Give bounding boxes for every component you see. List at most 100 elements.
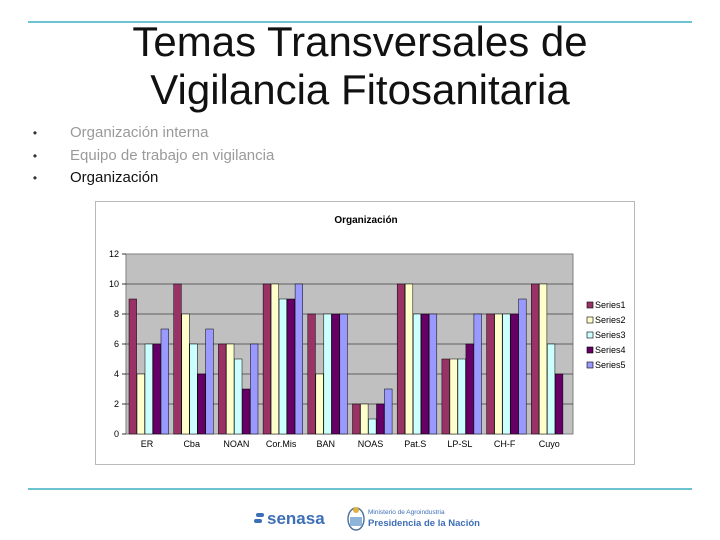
top-accent-rule xyxy=(28,21,692,23)
legend-swatch xyxy=(586,301,594,309)
legend-label: Series4 xyxy=(595,345,626,355)
senasa-logo-text: senasa xyxy=(267,509,325,528)
bar xyxy=(144,343,153,435)
bar xyxy=(368,418,377,435)
bar xyxy=(376,403,385,435)
bar xyxy=(384,388,393,435)
y-tick-label: 10 xyxy=(109,279,119,289)
bar xyxy=(502,313,511,435)
bullet-text: Organización interna xyxy=(70,124,209,141)
x-tick-label: ER xyxy=(141,439,154,449)
legend-swatch xyxy=(586,361,594,369)
bullet-text: Equipo de trabajo en vigilancia xyxy=(70,146,275,164)
legend-label: Series2 xyxy=(595,315,626,325)
bar xyxy=(339,313,348,435)
bar xyxy=(189,343,198,435)
bar xyxy=(152,343,161,435)
bar xyxy=(173,283,182,435)
bar xyxy=(323,313,332,435)
bar xyxy=(205,328,214,435)
bullet-text: Organización xyxy=(70,169,159,186)
legend-swatch xyxy=(586,316,594,324)
y-tick-label: 0 xyxy=(114,429,119,439)
chart-title: Organización xyxy=(334,215,397,226)
bar xyxy=(307,313,316,435)
bar xyxy=(160,328,169,435)
bar xyxy=(270,283,279,435)
bar xyxy=(360,403,369,435)
legend-swatch xyxy=(586,331,594,339)
x-tick-label: LP-SL xyxy=(447,439,472,449)
bar xyxy=(234,358,243,435)
y-tick-label: 2 xyxy=(114,399,119,409)
bullet-item: • Equipo de trabajo en vigilancia xyxy=(30,145,274,168)
x-tick-label: Cba xyxy=(183,439,200,449)
bullet-item: • Organización interna xyxy=(30,122,274,145)
legend-swatch xyxy=(586,346,594,354)
bullet-dot-icon: • xyxy=(32,148,38,163)
bar xyxy=(286,298,295,435)
bullet-list: • Organización interna • Equipo de traba… xyxy=(30,122,274,190)
bars-group xyxy=(128,283,564,435)
bar xyxy=(331,313,340,435)
bar xyxy=(262,283,271,435)
bar xyxy=(226,343,235,435)
x-tick-label: BAN xyxy=(317,439,336,449)
legend-label: Series5 xyxy=(595,360,626,370)
bar xyxy=(197,373,206,435)
slide-title-line-2: Vigilancia Fitosanitaria xyxy=(150,66,570,113)
bar xyxy=(396,283,406,435)
bar-chart: Organización 0 2 4 6 8 10 12 ER Cba NOAN Cor.Mis BAN… xyxy=(109,215,626,449)
bar xyxy=(547,343,556,435)
x-tick-label: Cor.Mis xyxy=(266,439,297,449)
x-tick-label: Cuyo xyxy=(539,439,560,449)
bar xyxy=(539,283,548,435)
bar xyxy=(315,373,324,435)
x-tick-label: NOAN xyxy=(223,439,249,449)
bar xyxy=(518,298,527,435)
y-tick-label: 4 xyxy=(114,369,119,379)
x-tick-label: Pat.S xyxy=(404,439,426,449)
x-tick-label: CH-F xyxy=(494,439,516,449)
national-coat-of-arms-icon xyxy=(347,507,365,531)
chart-container: Organización 0 2 4 6 8 10 12 ER Cba NOAN Cor.Mis BAN… xyxy=(95,201,635,465)
legend-label: Series3 xyxy=(595,330,626,340)
bottom-accent-rule xyxy=(28,488,692,490)
ministry-name: Ministerio de Agroindustria xyxy=(368,509,445,516)
bar xyxy=(136,373,145,435)
y-tick-label: 8 xyxy=(114,309,119,319)
bar xyxy=(352,403,361,435)
bar xyxy=(441,358,450,435)
x-tick-label: NOAS xyxy=(358,439,384,449)
bar xyxy=(428,313,438,435)
y-tick-label: 6 xyxy=(114,339,119,349)
bullet-dot-icon: • xyxy=(32,126,38,140)
bar xyxy=(128,298,137,435)
slide-title: Temas Transversales de Vigilancia Fitosa… xyxy=(60,18,660,114)
bar xyxy=(412,313,422,435)
bar xyxy=(242,388,251,435)
bullet-item: • Organización xyxy=(30,167,274,190)
legend: Series1 Series2 Series3 Series4 Series5 xyxy=(586,300,626,370)
y-tick-label: 12 xyxy=(109,249,119,259)
bar xyxy=(473,313,482,435)
bar xyxy=(486,313,495,435)
bar xyxy=(218,343,227,435)
bar xyxy=(555,373,564,435)
bar xyxy=(250,343,259,435)
bar xyxy=(449,358,458,435)
footer-logos: senasa Ministerio de Agroindustria Presi… xyxy=(254,507,480,531)
bar xyxy=(510,313,519,435)
senasa-logo-icon xyxy=(254,513,264,523)
bar xyxy=(531,283,540,435)
bar xyxy=(465,343,474,435)
bar xyxy=(457,358,466,435)
bullet-dot-icon: • xyxy=(32,171,38,185)
presidency-name: Presidencia de la Nación xyxy=(368,518,480,529)
bar xyxy=(494,313,503,435)
bar xyxy=(181,313,190,435)
bar xyxy=(404,283,414,435)
bar xyxy=(278,298,287,435)
legend-label: Series1 xyxy=(595,300,626,310)
bar xyxy=(420,313,430,435)
